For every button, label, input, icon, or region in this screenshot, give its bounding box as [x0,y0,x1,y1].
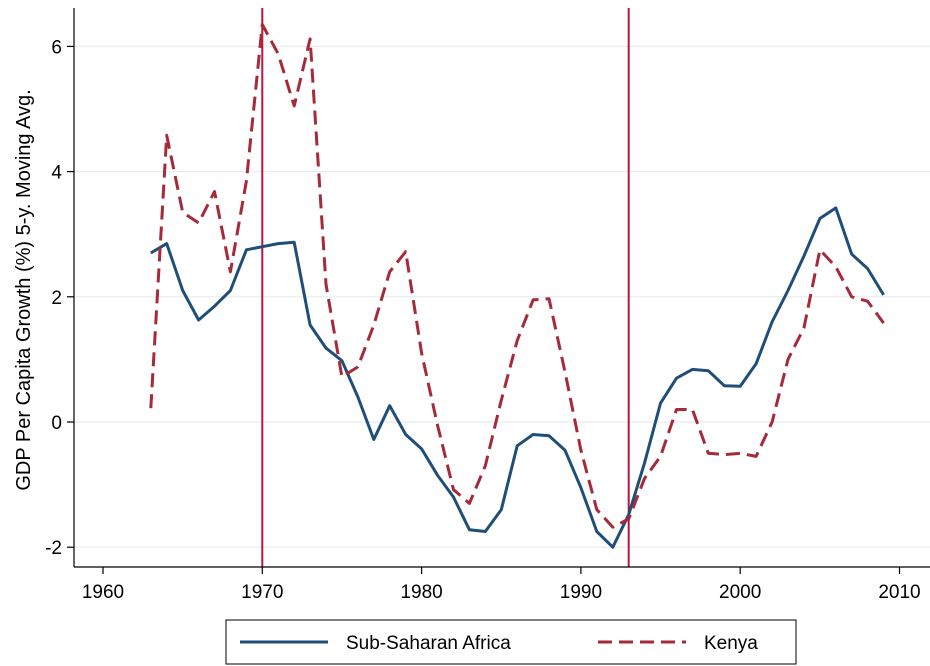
x-tick-label: 1960 [82,582,124,603]
x-tick-label: 1970 [241,582,283,603]
x-tick-label: 1980 [400,582,442,603]
series-line-kenya [149,23,885,529]
x-tick-label: 2000 [719,582,761,603]
plot-series [149,23,885,549]
y-tick-label: 2 [51,288,62,309]
x-tick-label: 1990 [560,582,602,603]
legend: Sub-Saharan Africa Kenya [225,619,797,665]
y-tick-label: 0 [51,413,62,434]
y-tick-label: -2 [45,538,62,559]
grid-lines [74,45,930,548]
legend-label-sub-saharan-africa: Sub-Saharan Africa [346,633,511,654]
series-line-sub-saharan-africa [150,206,885,549]
y-tick-label: 6 [51,37,62,58]
y-tick-label: 4 [51,163,62,184]
x-tick-label: 2010 [878,582,920,603]
legend-label-kenya: Kenya [704,633,758,654]
axes: -2 0 2 4 6 1960 1970 1980 1990 2000 2010 [45,8,930,603]
reference-lines [261,8,630,567]
y-axis-title: GDP Per Capita Growth (%) 5-y. Moving Av… [13,89,35,490]
